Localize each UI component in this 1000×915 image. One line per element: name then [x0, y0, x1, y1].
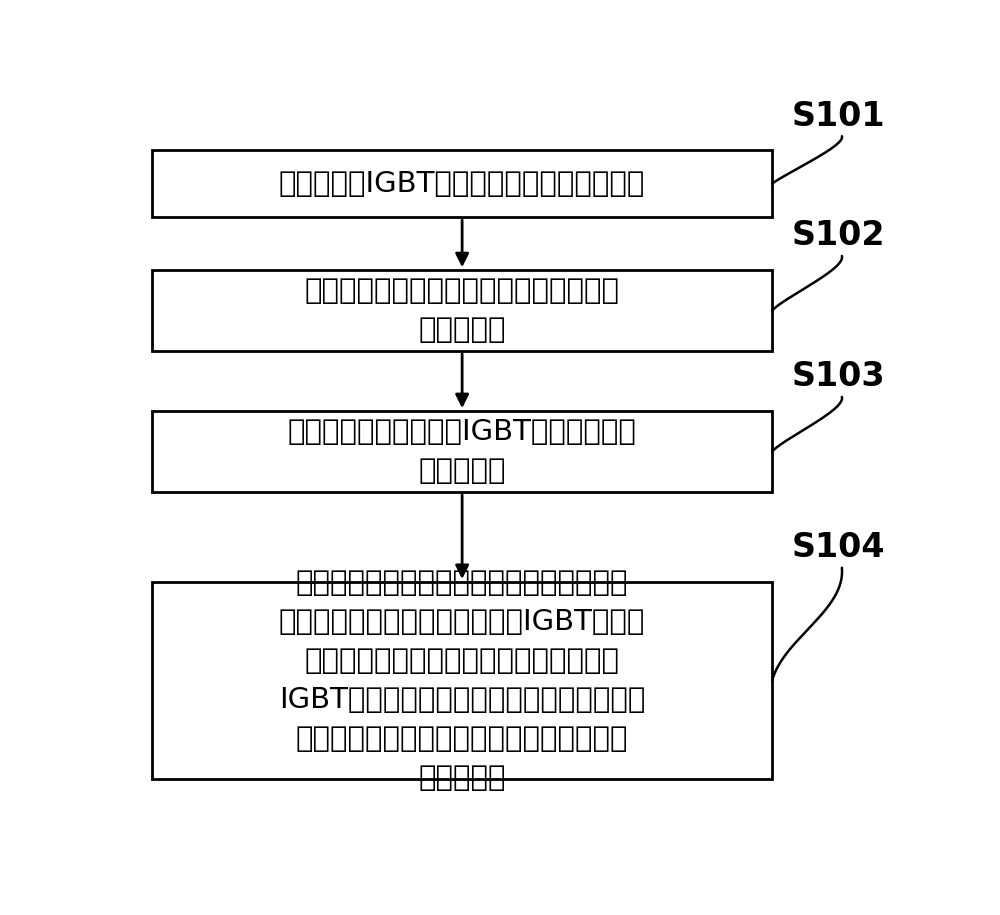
Bar [152, 150, 772, 217]
Text: S104: S104 [791, 532, 885, 565]
Bar [152, 411, 772, 492]
Text: S101: S101 [791, 100, 885, 133]
Text: 根据空洞情况确定目标IGBT模块的焊料层
对应的等级: 根据空洞情况确定目标IGBT模块的焊料层 对应的等级 [288, 418, 637, 485]
Bar [152, 582, 772, 780]
Text: 根据超声波扫描结果确定焊料层中各焊点
的空洞情况: 根据超声波扫描结果确定焊料层中各焊点 的空洞情况 [305, 277, 620, 344]
Text: S102: S102 [791, 220, 885, 253]
Text: S103: S103 [791, 361, 885, 393]
Bar [152, 270, 772, 351]
Text: 启动对目标IGBT模块的焊料层的超声波扫描: 启动对目标IGBT模块的焊料层的超声波扫描 [279, 170, 645, 198]
Text: 在预设的等级寿命数据库中查询获取与等级
对应的寿命标准值，并作为目标IGBT模块的
寿命预测值；等级寿命数据库基于对样本
IGBT模块进行加速老化功率模块循环测: 在预设的等级寿命数据库中查询获取与等级 对应的寿命标准值，并作为目标IGBT模块… [279, 569, 645, 792]
